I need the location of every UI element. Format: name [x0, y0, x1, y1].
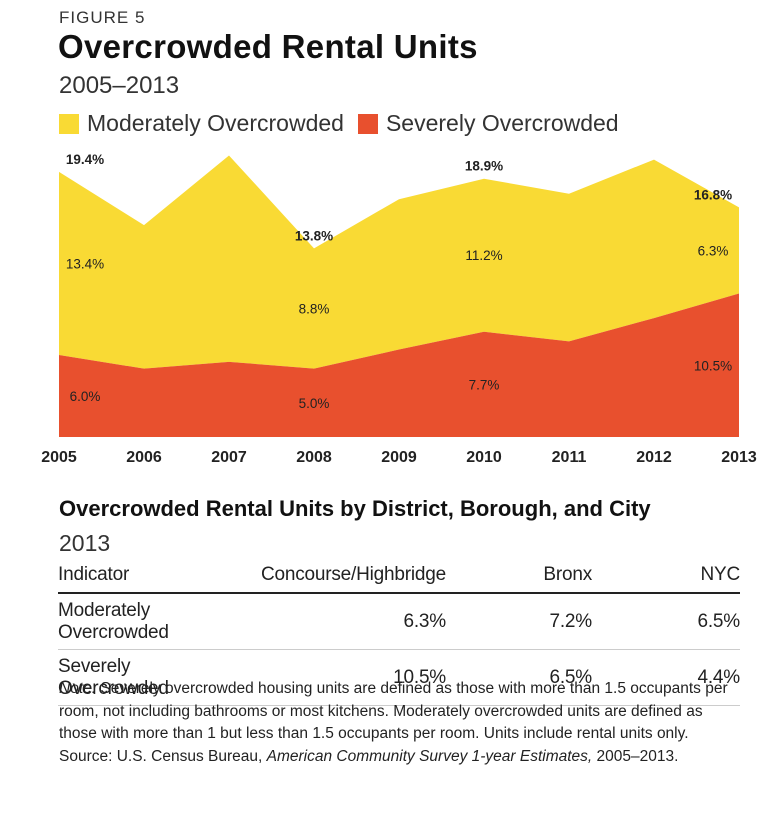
- data-label: 5.0%: [299, 396, 330, 411]
- table-subtitle: 2013: [59, 530, 111, 556]
- header-district: Concourse/Highbridge: [238, 560, 446, 594]
- source-title: American Community Survey 1-year Estimat…: [266, 747, 593, 765]
- data-table: Indicator Concourse/Highbridge Bronx NYC…: [58, 560, 740, 706]
- data-label: 13.4%: [66, 256, 104, 271]
- legend-label-severe: Severely Overcrowded: [385, 110, 619, 136]
- cell-district: 10.5%: [238, 649, 446, 706]
- cell-nyc: 6.5%: [592, 593, 740, 650]
- legend-swatch-severe: [357, 113, 378, 134]
- figure-label: FIGURE 5: [59, 8, 146, 27]
- header-indicator: Indicator: [58, 560, 238, 594]
- data-label: 10.5%: [694, 358, 732, 373]
- chart-title: Overcrowded Rental Units: [58, 28, 478, 65]
- chart-subtitle: 2005–2013: [59, 72, 180, 99]
- x-tick-label: 2011: [552, 449, 587, 466]
- data-label: 6.0%: [70, 389, 101, 404]
- x-tick-label: 2008: [296, 449, 332, 466]
- total-data-label: 19.4%: [66, 152, 104, 167]
- x-tick-label: 2005: [41, 449, 77, 466]
- x-tick-label: 2007: [211, 449, 247, 466]
- header-nyc: NYC: [592, 560, 740, 594]
- total-data-label: 18.9%: [465, 159, 503, 174]
- source-suffix: 2005–2013.: [592, 747, 679, 765]
- x-tick-label: 2006: [126, 449, 162, 466]
- legend: Moderately Overcrowded Severely Overcrow…: [59, 110, 633, 137]
- note-label: Note:: [59, 680, 97, 697]
- area-moderately-overcrowded: [59, 155, 739, 369]
- data-label: 7.7%: [469, 377, 500, 392]
- table-title: Overcrowded Rental Units by District, Bo…: [59, 496, 651, 521]
- cell-nyc: 4.4%: [592, 649, 740, 706]
- table-row: Moderately Overcrowded 6.3% 7.2% 6.5%: [58, 593, 740, 650]
- total-data-label: 16.8%: [694, 187, 732, 202]
- x-tick-label: 2009: [381, 449, 417, 466]
- legend-swatch-moderate: [59, 113, 79, 134]
- x-tick-label: 2010: [466, 449, 502, 466]
- area-severely-overcrowded: [59, 293, 739, 437]
- legend-item-moderate: Moderately Overcrowded: [59, 110, 344, 137]
- legend-item-severe: Severely Overcrowded: [357, 110, 619, 137]
- cell-bronx: 7.2%: [446, 593, 592, 650]
- header-bronx: Bronx: [446, 560, 592, 594]
- row-label: Severely Overcrowded: [58, 649, 238, 706]
- data-label: 8.8%: [299, 302, 330, 317]
- cell-district: 6.3%: [238, 593, 446, 650]
- stacked-area-chart: 2005 2006 2007 2008 2009 2010 2011 2012 2013 13.4…: [41, 152, 757, 466]
- table-row: Severely Overcrowded 10.5% 6.5% 4.4%: [58, 649, 740, 706]
- total-data-label: 13.8%: [295, 228, 333, 243]
- legend-label-moderate: Moderately Overcrowded: [87, 110, 344, 136]
- x-tick-label: 2012: [636, 449, 672, 466]
- table-header-row: Indicator Concourse/Highbridge Bronx NYC: [58, 560, 740, 594]
- row-label: Moderately Overcrowded: [58, 593, 238, 650]
- data-label: 6.3%: [698, 243, 729, 258]
- data-label: 11.2%: [465, 248, 502, 263]
- x-tick-label: 2013: [721, 449, 757, 466]
- cell-bronx: 6.5%: [446, 649, 592, 706]
- footnote: Note: Severely overcrowded housing units…: [59, 678, 739, 768]
- note-text: Severely overcrowded housing units are d…: [59, 680, 728, 743]
- source-prefix: Source: U.S. Census Bureau,: [59, 747, 267, 765]
